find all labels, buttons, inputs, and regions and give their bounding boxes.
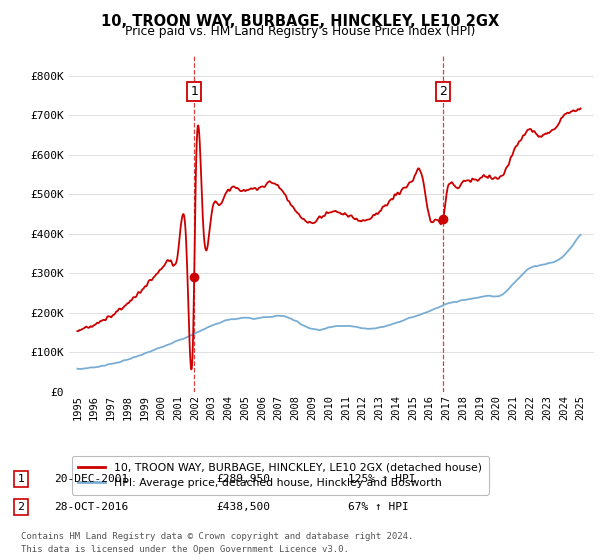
Text: 28-OCT-2016: 28-OCT-2016: [54, 502, 128, 512]
Text: This data is licensed under the Open Government Licence v3.0.: This data is licensed under the Open Gov…: [21, 545, 349, 554]
Text: 20-DEC-2001: 20-DEC-2001: [54, 474, 128, 484]
Text: Price paid vs. HM Land Registry's House Price Index (HPI): Price paid vs. HM Land Registry's House …: [125, 25, 475, 38]
Text: 10, TROON WAY, BURBAGE, HINCKLEY, LE10 2GX: 10, TROON WAY, BURBAGE, HINCKLEY, LE10 2…: [101, 14, 499, 29]
Text: 1: 1: [190, 85, 198, 98]
Text: 125% ↑ HPI: 125% ↑ HPI: [348, 474, 415, 484]
Text: £289,950: £289,950: [216, 474, 270, 484]
Text: £438,500: £438,500: [216, 502, 270, 512]
Text: 1: 1: [17, 474, 25, 484]
Text: 2: 2: [439, 85, 448, 98]
Text: 67% ↑ HPI: 67% ↑ HPI: [348, 502, 409, 512]
Text: 2: 2: [17, 502, 25, 512]
Legend: 10, TROON WAY, BURBAGE, HINCKLEY, LE10 2GX (detached house), HPI: Average price,: 10, TROON WAY, BURBAGE, HINCKLEY, LE10 2…: [72, 456, 488, 494]
Text: Contains HM Land Registry data © Crown copyright and database right 2024.: Contains HM Land Registry data © Crown c…: [21, 532, 413, 541]
